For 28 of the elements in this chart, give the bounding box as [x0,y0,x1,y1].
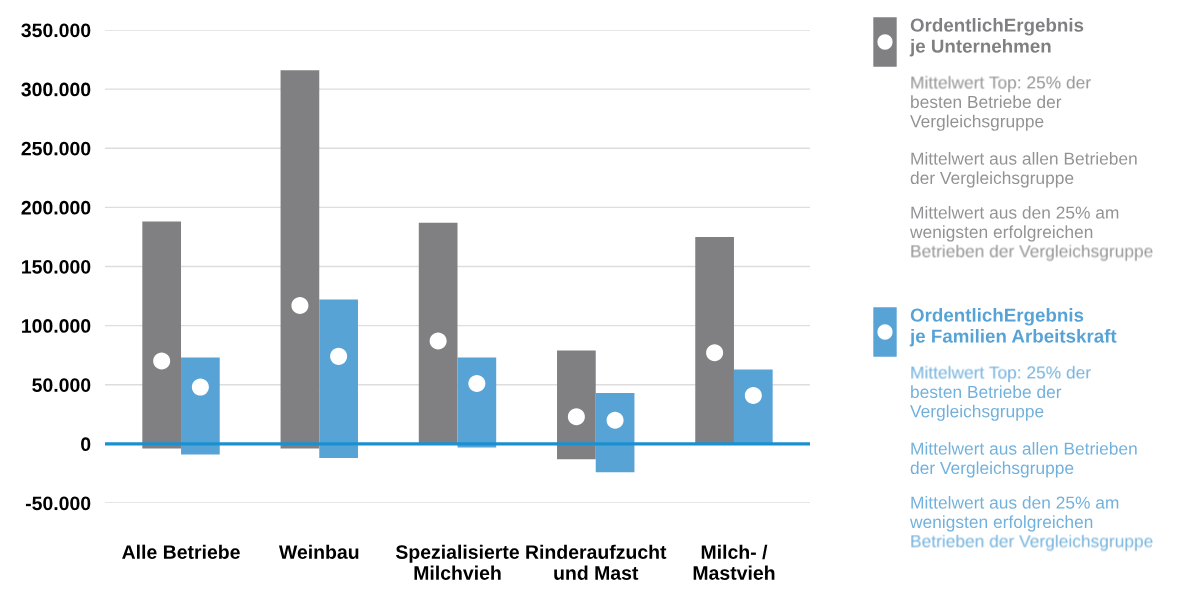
text: Mittelwert Top: 25% der besten Betriebe der Vergleichsgruppe [910,366,1091,421]
y-tick-label: 250.000 [21,141,91,156]
y-tick-label: 200.000 [21,200,91,215]
y-tick-label: 300.000 [21,82,91,97]
x-tick-label: Alle Betriebe [122,544,240,559]
text: Mittelwert aus allen Betrieben der Vergleichsgruppe [910,152,1137,188]
text: OrdentlichErgebnis je Familien Arbeitskraft [909,308,1117,347]
x-tick-label: Spezialisierte Milchvieh [395,544,519,580]
y-tick-label: -50.000 [25,496,91,511]
bar [557,350,596,460]
x-tick-label: Milch- / Mastvieh [693,544,775,580]
text: OrdentlichErgebnis je Unternehmen [909,18,1084,57]
x-tick-label: Rinderaufzucht und Mast [526,544,667,580]
y-tick-label: 0 [81,437,91,452]
bar [181,357,220,455]
text: Mittelwert aus den 25% am wenigsten erfolgreichen Betrieben der Vergleichsgruppe [909,206,1153,261]
y-tick-label: 50.000 [32,378,91,392]
y-tick-label: 350.000 [21,23,91,38]
text: Mittelwert Top: 25% der besten Betriebe der Vergleichsgruppe [910,76,1091,131]
x-tick-label: Weinbau [278,544,359,559]
y-tick-label: 150.000 [22,259,91,274]
bar [142,221,182,449]
bar [457,357,497,448]
y-tick-label: 100.000 [22,319,91,333]
text: Mittelwert aus allen Betrieben der Vergleichsgruppe [910,442,1137,478]
bar [319,299,358,459]
text: Mittelwert aus den 25% am wenigsten erfolgreichen Betrieben der Vergleichsgruppe [909,496,1153,551]
bar [280,70,320,449]
